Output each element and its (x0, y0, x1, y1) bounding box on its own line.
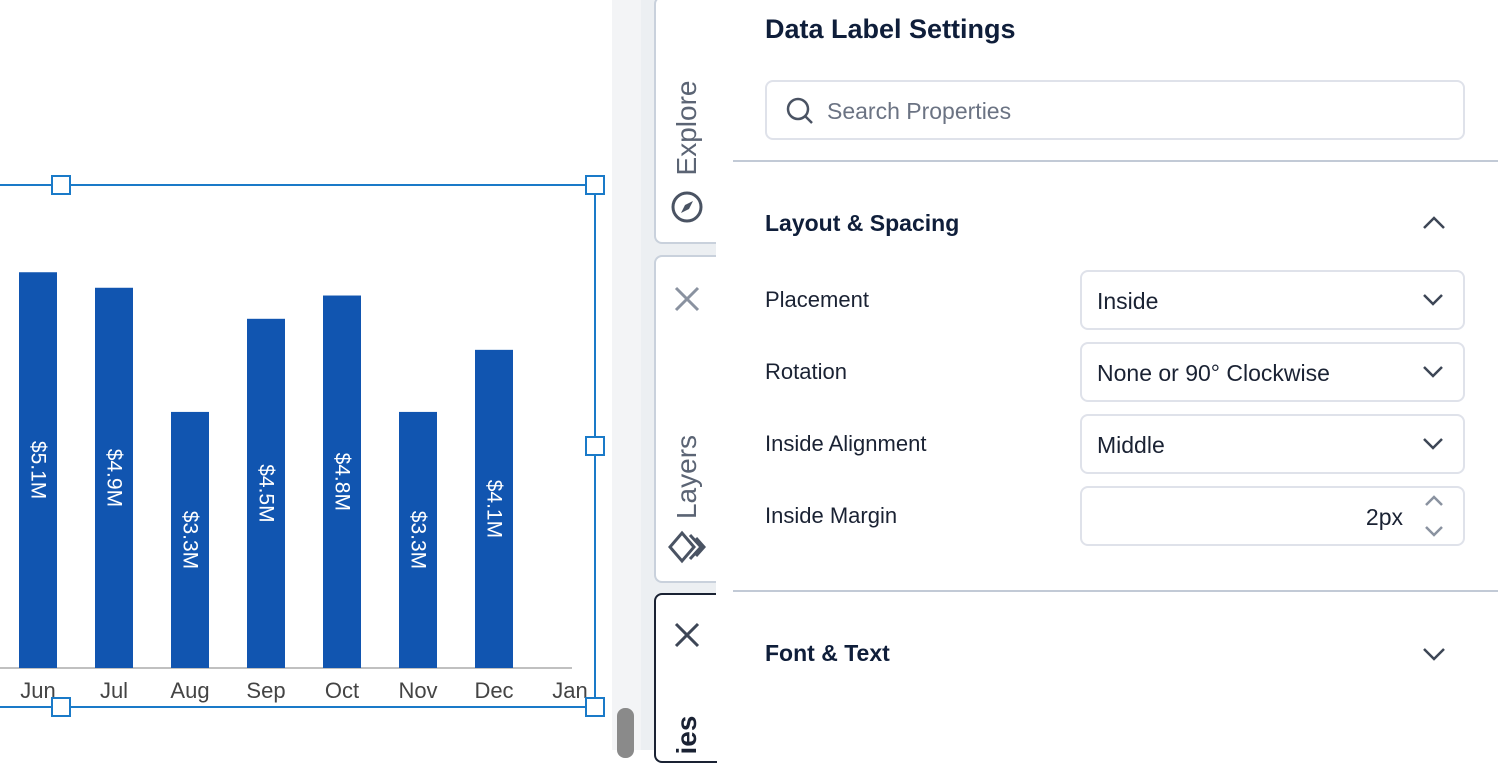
close-icon[interactable] (673, 621, 701, 649)
inside-margin-stepper[interactable]: 2px (1080, 486, 1465, 546)
data-label: $4.1M (482, 480, 505, 538)
chevron-down-icon[interactable] (1421, 645, 1447, 663)
vertical-scrollbar[interactable] (617, 708, 634, 758)
data-label: $4.5M (255, 464, 278, 522)
x-tick-label: Sep (246, 678, 285, 703)
x-tick-label: Jun (20, 678, 55, 703)
resize-handle[interactable] (585, 436, 605, 456)
chevron-down-icon (1423, 366, 1443, 378)
x-tick-label: Oct (325, 678, 359, 703)
rotation-label: Rotation (765, 359, 847, 384)
resize-handle[interactable] (585, 175, 605, 195)
layers-icon (667, 530, 706, 564)
bar (19, 272, 57, 668)
placement-label: Placement (765, 287, 869, 312)
tab-layers[interactable]: Layers (654, 255, 717, 583)
resize-handle[interactable] (585, 697, 605, 717)
x-tick-label: Aug (170, 678, 209, 703)
tab-properties[interactable]: ies (654, 593, 717, 763)
rotation-select[interactable]: None or 90° Clockwise (1080, 342, 1465, 402)
x-tick-label: Jan (552, 678, 587, 703)
rotation-value: None or 90° Clockwise (1097, 360, 1330, 386)
bar (171, 411, 209, 668)
placement-select[interactable]: Inside (1080, 270, 1465, 330)
chevron-down-icon (1423, 294, 1443, 306)
inside-margin-value: 2px (1365, 504, 1403, 530)
x-tick-label: Nov (398, 678, 437, 703)
divider (733, 590, 1498, 592)
bar-chart[interactable]: $5.1M Jun $4.9M Jul $3.3M Aug $4.5M Sep $4.8M Oct… (0, 0, 612, 750)
placement-value: Inside (1097, 288, 1159, 314)
tab-properties-label: ies (670, 715, 702, 755)
inside-alignment-select[interactable]: Middle (1080, 414, 1465, 474)
section-font-text[interactable]: Font & Text (765, 640, 890, 666)
tab-layers-label: Layers (670, 434, 702, 520)
data-label: $4.9M (103, 449, 126, 507)
bar (475, 349, 513, 668)
resize-handle[interactable] (51, 697, 71, 717)
close-icon[interactable] (673, 285, 701, 313)
search-icon (786, 97, 813, 124)
bar (247, 318, 285, 668)
divider (733, 160, 1498, 162)
data-label: $4.8M (331, 453, 354, 511)
x-tick-label: Jul (100, 678, 128, 703)
inside-margin-label: Inside Margin (765, 503, 898, 528)
bar (323, 295, 361, 668)
resize-handle[interactable] (51, 175, 71, 195)
search-placeholder: Search Properties (827, 98, 1012, 124)
section-layout-spacing[interactable]: Layout & Spacing (765, 210, 960, 236)
data-label: $5.1M (27, 441, 50, 499)
stepper-down-icon[interactable] (1423, 524, 1445, 538)
compass-icon (671, 191, 702, 223)
data-label: $3.3M (407, 511, 430, 569)
tab-explore[interactable]: Explore (654, 0, 717, 244)
side-tabs: Explore Layers ies (641, 0, 717, 763)
inside-alignment-value: Middle (1097, 432, 1165, 458)
chevron-down-icon (1423, 438, 1443, 450)
properties-panel: Data Label Settings Search Properties La… (716, 0, 1498, 750)
tab-explore-label: Explore (670, 80, 702, 176)
data-label: $3.3M (179, 511, 202, 569)
dashboard-canvas: $5.1M Jun $4.9M Jul $3.3M Aug $4.5M Sep $4.8M Oct… (0, 0, 612, 750)
bar (399, 411, 437, 668)
stepper-up-icon[interactable] (1423, 494, 1445, 508)
panel-title: Data Label Settings (765, 14, 1016, 44)
chevron-up-icon[interactable] (1421, 214, 1447, 232)
bar (95, 287, 133, 668)
search-input[interactable]: Search Properties (765, 80, 1465, 140)
x-tick-label: Dec (474, 678, 513, 703)
inside-alignment-label: Inside Alignment (765, 431, 927, 456)
